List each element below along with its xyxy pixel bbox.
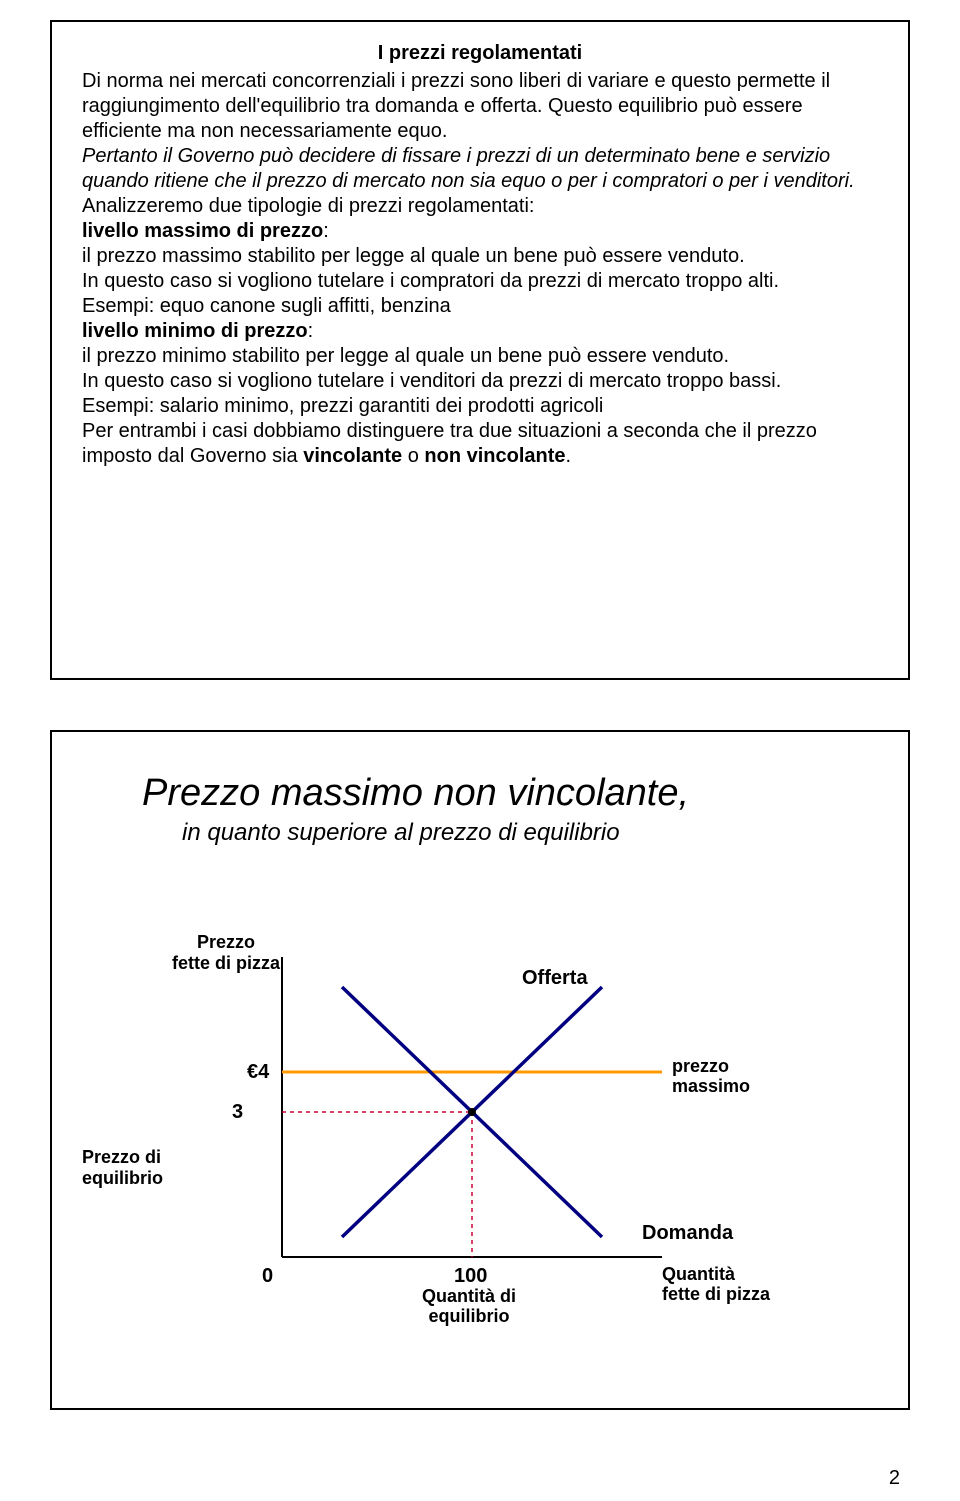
qeq-l2: equilibrio	[422, 1307, 516, 1327]
slide2-sub: in quanto superiore al prezzo di equilib…	[182, 819, 878, 847]
equilibrium-point	[468, 1108, 476, 1116]
page: I prezzi regolamentati Di norma nei merc…	[0, 0, 960, 1500]
qeq-l1: Quantità di	[422, 1287, 516, 1307]
prezzo-massimo-label: prezzo massimo	[672, 1057, 750, 1097]
slide-1: I prezzi regolamentati Di norma nei merc…	[50, 20, 910, 680]
vinc: vincolante	[303, 445, 402, 467]
q-eq-label: Quantità di equilibrio	[422, 1287, 516, 1327]
xax-l2: fette di pizza	[662, 1285, 770, 1305]
lmin-ex: Esempi: salario minimo, prezzi garantiti…	[82, 395, 603, 417]
colon1: :	[323, 220, 329, 242]
slide1-title: I prezzi regolamentati	[82, 42, 878, 65]
lmin-note: In questo caso si vogliono tutelare i ve…	[82, 370, 781, 392]
tick-4: €4	[247, 1061, 269, 1084]
slide1-p2: Pertanto il Governo può decidere di fiss…	[82, 145, 855, 192]
chart-container: Prezzo fette di pizza Prezzo di equilibr…	[102, 877, 862, 1357]
domanda-label: Domanda	[642, 1222, 733, 1245]
pm-l2: massimo	[672, 1077, 750, 1097]
colon2: :	[308, 320, 314, 342]
nonvinc: non vincolante	[424, 445, 565, 467]
tick-100: 100	[454, 1265, 487, 1288]
offerta-label: Offerta	[522, 967, 588, 990]
x-axis-label: Quantità fette di pizza	[662, 1265, 770, 1305]
lmax-def: il prezzo massimo stabilito per legge al…	[82, 245, 745, 267]
lmin-label: livello minimo di prezzo	[82, 320, 308, 342]
slide-2: Prezzo massimo non vincolante, in quanto…	[50, 730, 910, 1410]
slide1-p1: Di norma nei mercati concorrenziali i pr…	[82, 70, 830, 142]
lmax-label: livello massimo di prezzo	[82, 220, 323, 242]
slide1-p3: Analizzeremo due tipologie di prezzi reg…	[82, 195, 534, 217]
pm-l1: prezzo	[672, 1057, 750, 1077]
lmax-note: In questo caso si vogliono tutelare i co…	[82, 270, 779, 292]
xax-l1: Quantità	[662, 1265, 770, 1285]
slide2-title: Prezzo massimo non vincolante,	[142, 772, 878, 815]
plast2: o	[402, 445, 424, 467]
tick-3: 3	[232, 1101, 243, 1124]
slide1-body: Di norma nei mercati concorrenziali i pr…	[82, 69, 878, 469]
page-number: 2	[889, 1467, 900, 1490]
lmax-ex: Esempi: equo canone sugli affitti, benzi…	[82, 295, 451, 317]
plast3: .	[566, 445, 572, 467]
tick-0: 0	[262, 1265, 273, 1288]
lmin-def: il prezzo minimo stabilito per legge al …	[82, 345, 729, 367]
